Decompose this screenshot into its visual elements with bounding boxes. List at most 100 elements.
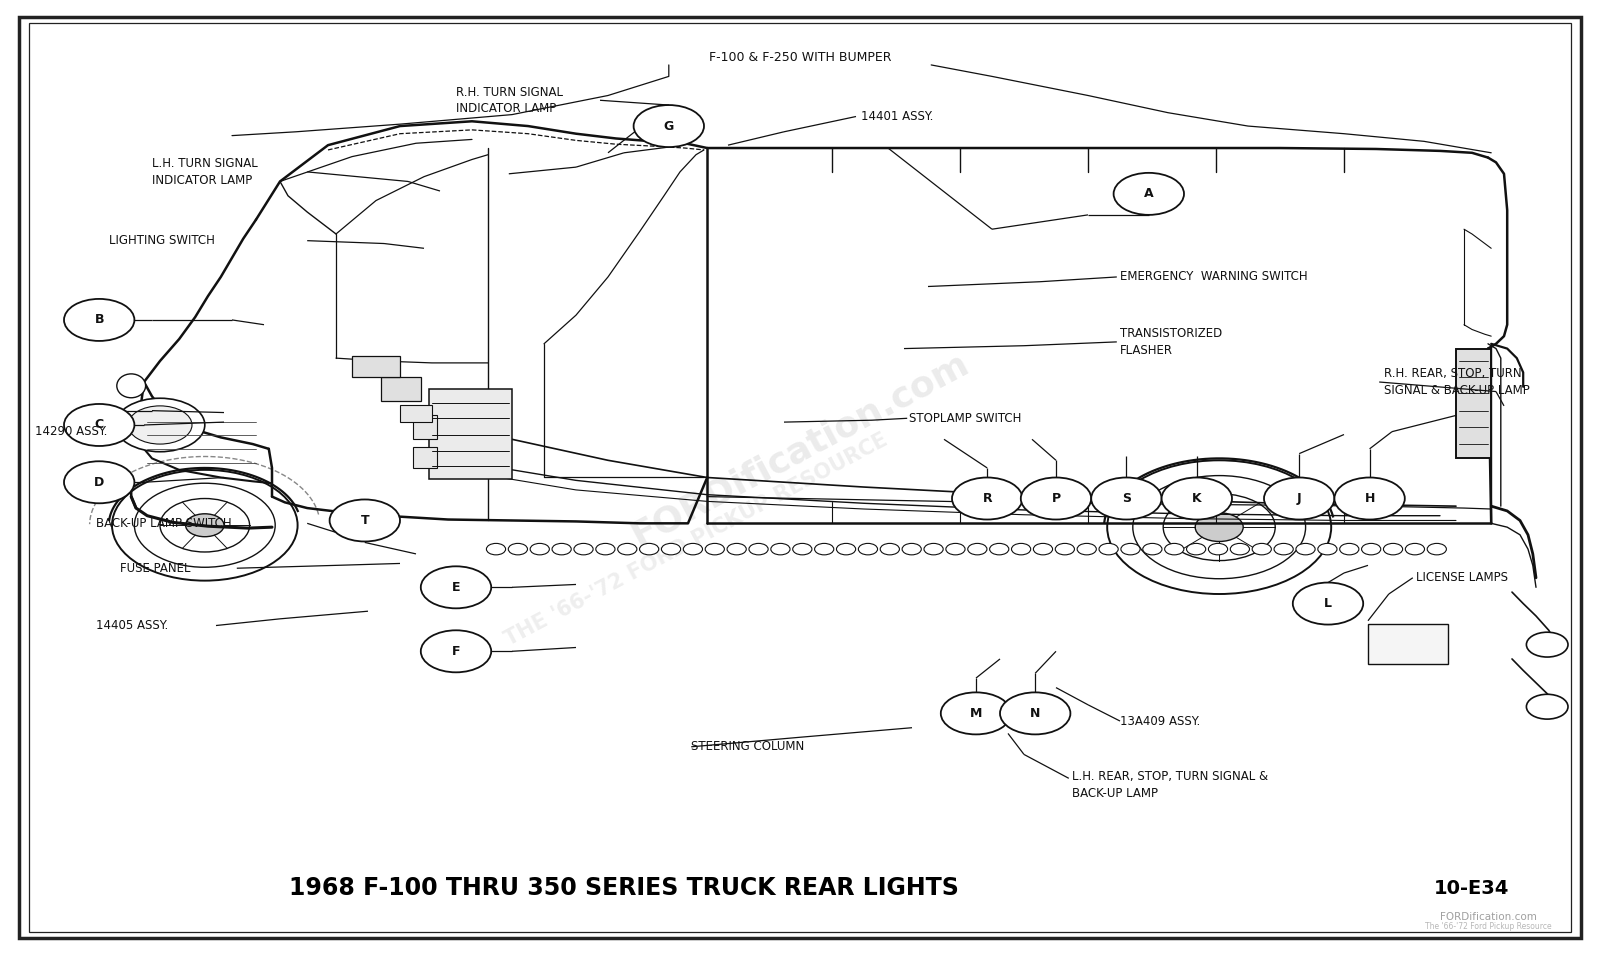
Text: C: C	[94, 418, 104, 432]
Circle shape	[1077, 543, 1096, 555]
Circle shape	[1274, 543, 1293, 555]
Circle shape	[941, 692, 1011, 734]
Text: FORDification.com: FORDification.com	[626, 346, 974, 552]
Circle shape	[574, 543, 594, 555]
Bar	[1456, 349, 1491, 458]
Circle shape	[1334, 478, 1405, 520]
Text: LIGHTING SWITCH: LIGHTING SWITCH	[109, 234, 214, 247]
Ellipse shape	[117, 373, 146, 397]
Text: LICENSE LAMPS: LICENSE LAMPS	[1416, 571, 1507, 584]
Circle shape	[858, 543, 877, 555]
Circle shape	[1021, 478, 1091, 520]
Circle shape	[1163, 494, 1275, 561]
Circle shape	[1362, 543, 1381, 555]
Circle shape	[64, 404, 134, 446]
Circle shape	[1056, 543, 1075, 555]
Text: FORDification.com: FORDification.com	[1440, 912, 1536, 922]
Text: J: J	[1298, 492, 1301, 505]
Circle shape	[595, 543, 614, 555]
Text: F-100 & F-250 WITH BUMPER: F-100 & F-250 WITH BUMPER	[709, 51, 891, 64]
Text: R.H. REAR, STOP, TURN
SIGNAL & BACK-UP LAMP: R.H. REAR, STOP, TURN SIGNAL & BACK-UP L…	[1384, 368, 1530, 396]
Text: K: K	[1192, 492, 1202, 505]
Circle shape	[1162, 478, 1232, 520]
Circle shape	[618, 543, 637, 555]
Circle shape	[64, 461, 134, 503]
Circle shape	[186, 514, 224, 537]
Circle shape	[134, 483, 275, 567]
Circle shape	[486, 543, 506, 555]
Circle shape	[1253, 543, 1272, 555]
Circle shape	[640, 543, 659, 555]
Circle shape	[749, 543, 768, 555]
Text: L.H. TURN SIGNAL
INDICATOR LAMP: L.H. TURN SIGNAL INDICATOR LAMP	[152, 158, 258, 186]
Circle shape	[1099, 543, 1118, 555]
Bar	[429, 389, 512, 479]
Text: BACK-UP LAMP SWITCH: BACK-UP LAMP SWITCH	[96, 517, 232, 530]
Circle shape	[661, 543, 680, 555]
Text: 1968 F-100 THRU 350 SERIES TRUCK REAR LIGHTS: 1968 F-100 THRU 350 SERIES TRUCK REAR LI…	[290, 876, 958, 901]
Text: 14290 ASSY.: 14290 ASSY.	[35, 425, 107, 438]
Circle shape	[1091, 478, 1162, 520]
Bar	[413, 447, 437, 468]
Circle shape	[1187, 543, 1206, 555]
Text: B: B	[94, 313, 104, 327]
Bar	[1368, 624, 1448, 664]
Circle shape	[509, 543, 528, 555]
Text: N: N	[1030, 707, 1040, 720]
Text: M: M	[970, 707, 982, 720]
Circle shape	[683, 543, 702, 555]
Text: THE '66-'72 FORD PICKUP RESOURCE: THE '66-'72 FORD PICKUP RESOURCE	[501, 430, 891, 649]
Circle shape	[1405, 543, 1424, 555]
Text: R.H. TURN SIGNAL
INDICATOR LAMP: R.H. TURN SIGNAL INDICATOR LAMP	[456, 86, 563, 115]
Circle shape	[552, 543, 571, 555]
Text: L.H. REAR, STOP, TURN SIGNAL &
BACK-UP LAMP: L.H. REAR, STOP, TURN SIGNAL & BACK-UP L…	[1072, 771, 1269, 799]
Text: R: R	[982, 492, 992, 505]
Circle shape	[1122, 543, 1141, 555]
Text: S: S	[1122, 492, 1131, 505]
Circle shape	[923, 543, 942, 555]
Circle shape	[421, 566, 491, 608]
Text: FUSE PANEL: FUSE PANEL	[120, 562, 190, 575]
Circle shape	[946, 543, 965, 555]
Circle shape	[1339, 543, 1358, 555]
Text: P: P	[1051, 492, 1061, 505]
Circle shape	[112, 470, 298, 581]
Circle shape	[1230, 543, 1250, 555]
Text: 14405 ASSY.: 14405 ASSY.	[96, 619, 168, 632]
Bar	[413, 415, 437, 439]
Circle shape	[1526, 694, 1568, 719]
Circle shape	[1000, 692, 1070, 734]
Circle shape	[1195, 513, 1243, 541]
Bar	[352, 356, 400, 377]
Circle shape	[1296, 543, 1315, 555]
Circle shape	[1107, 460, 1331, 594]
Text: H: H	[1365, 492, 1374, 505]
Circle shape	[1264, 478, 1334, 520]
Circle shape	[1034, 543, 1053, 555]
Circle shape	[634, 105, 704, 147]
Text: E: E	[451, 581, 461, 594]
Text: The '66-'72 Ford Pickup Resource: The '66-'72 Ford Pickup Resource	[1424, 922, 1552, 931]
Text: 14401 ASSY.: 14401 ASSY.	[861, 110, 933, 123]
Circle shape	[421, 630, 491, 672]
Circle shape	[1165, 543, 1184, 555]
Text: L: L	[1325, 597, 1331, 610]
Text: STEERING COLUMN: STEERING COLUMN	[691, 740, 805, 753]
Text: F: F	[451, 645, 461, 658]
Circle shape	[706, 543, 725, 555]
Circle shape	[880, 543, 899, 555]
Circle shape	[792, 543, 811, 555]
Circle shape	[1011, 543, 1030, 555]
Text: T: T	[360, 514, 370, 527]
Bar	[400, 405, 432, 422]
Circle shape	[64, 299, 134, 341]
Circle shape	[115, 398, 205, 452]
Circle shape	[1142, 543, 1162, 555]
Circle shape	[771, 543, 790, 555]
Circle shape	[837, 543, 856, 555]
Circle shape	[160, 499, 250, 552]
Text: EMERGENCY  WARNING SWITCH: EMERGENCY WARNING SWITCH	[1120, 270, 1307, 284]
Circle shape	[814, 543, 834, 555]
Circle shape	[1384, 543, 1403, 555]
Text: 13A409 ASSY.: 13A409 ASSY.	[1120, 714, 1200, 728]
